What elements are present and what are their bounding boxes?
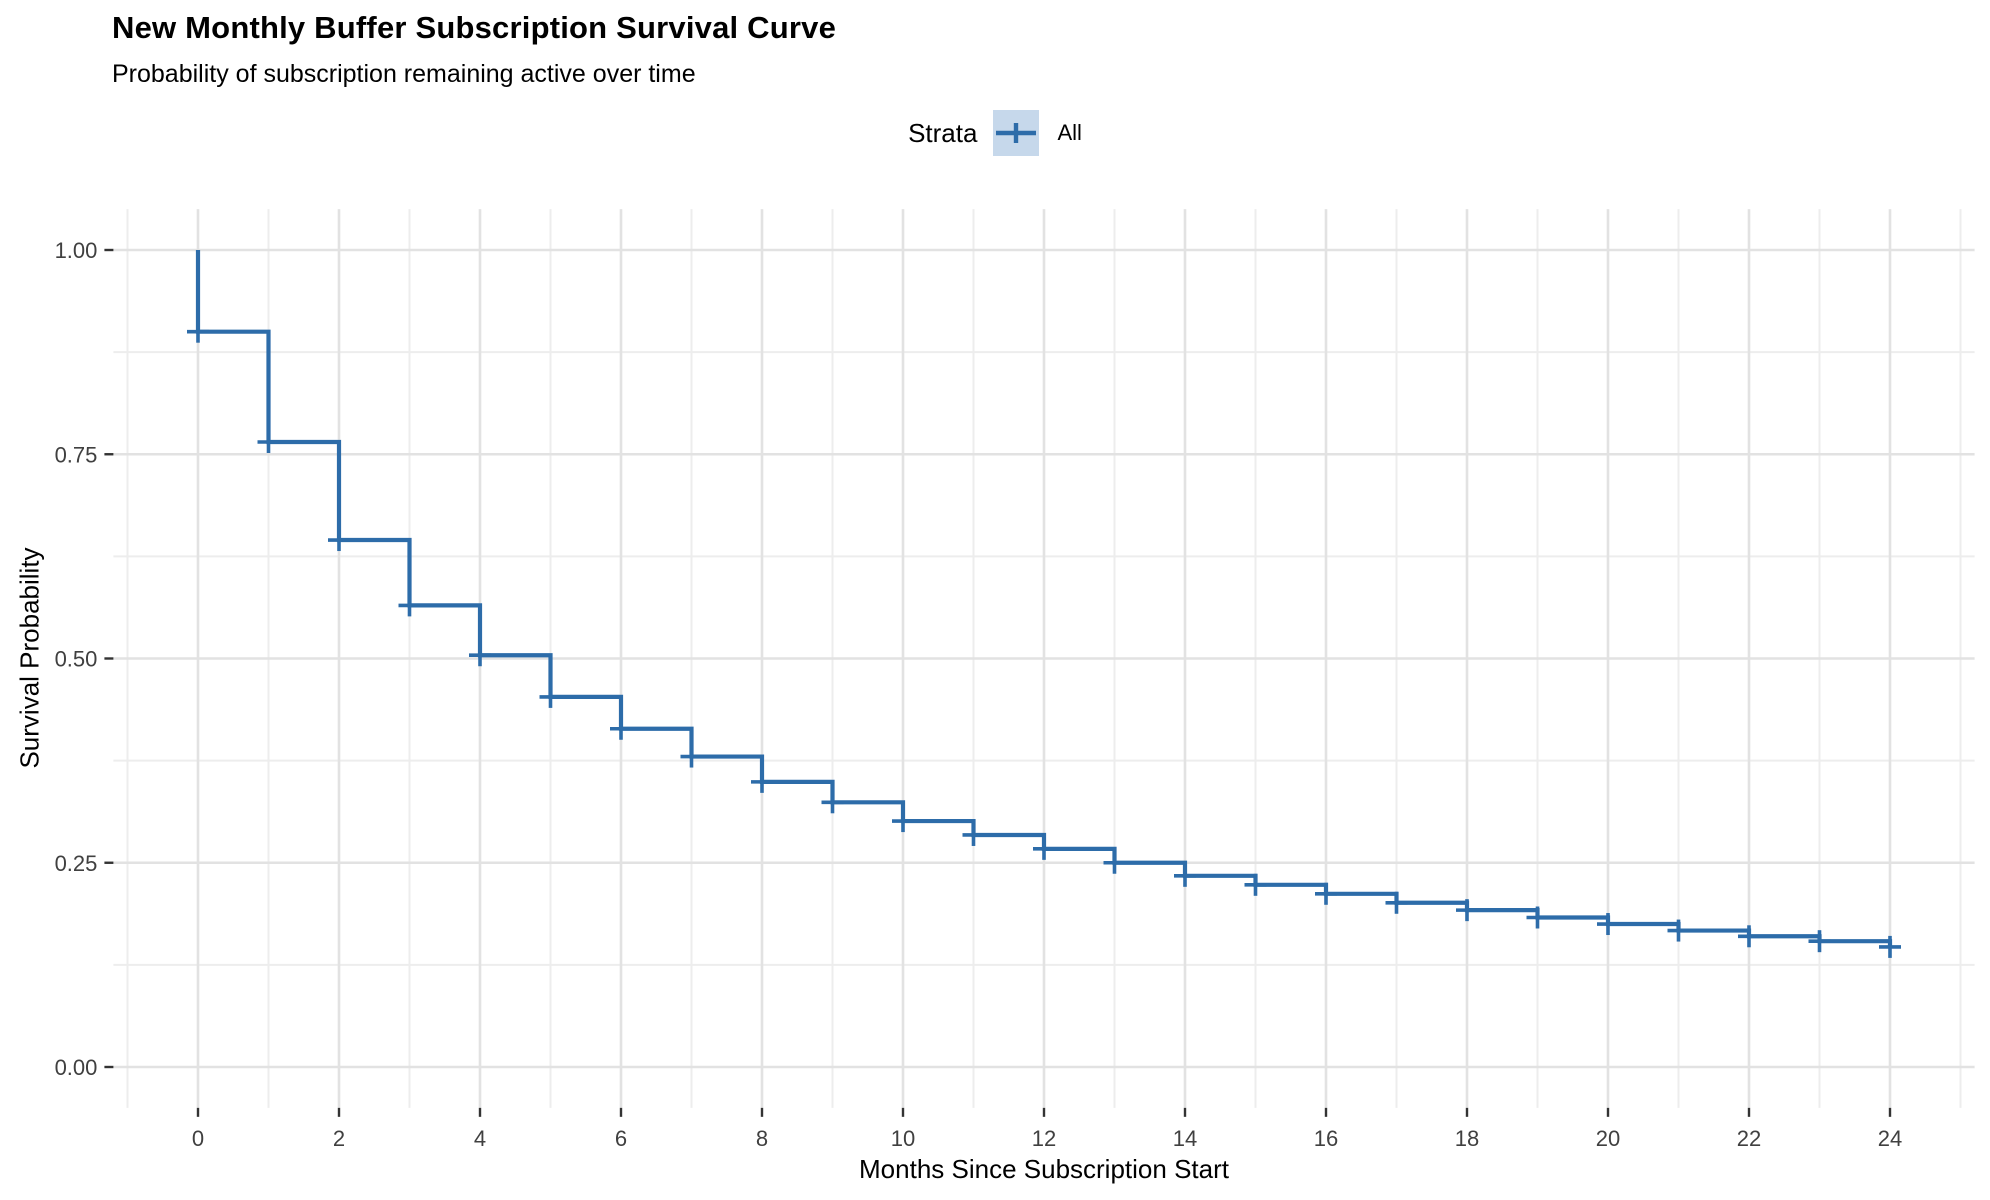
page-title: New Monthly Buffer Subscription Survival… [112, 10, 837, 45]
svg-text:2: 2 [333, 1126, 345, 1151]
legend-title: Strata [908, 117, 978, 148]
svg-text:8: 8 [756, 1126, 768, 1151]
legend: Strata All [0, 108, 1990, 158]
legend-key-censor-plus-icon [993, 110, 1040, 156]
svg-text:0.75: 0.75 [55, 442, 98, 467]
x-axis-title: Months Since Subscription Start [859, 1154, 1229, 1184]
svg-text:22: 22 [1737, 1126, 1761, 1151]
svg-text:18: 18 [1455, 1126, 1479, 1151]
x-tick-labels: 0 2 4 6 8 10 12 14 16 18 20 22 24 [192, 1126, 1902, 1151]
svg-text:24: 24 [1878, 1126, 1902, 1151]
y-axis-title: Survival Probability [14, 547, 45, 769]
svg-text:6: 6 [615, 1126, 627, 1151]
censor-marks [187, 320, 1901, 958]
svg-text:1.00: 1.00 [55, 238, 98, 263]
svg-text:4: 4 [474, 1126, 486, 1151]
y-tick-labels: 0.00 0.25 0.50 0.75 1.00 [55, 238, 98, 1080]
svg-text:0.25: 0.25 [55, 851, 98, 876]
svg-text:10: 10 [891, 1126, 915, 1151]
svg-text:0.00: 0.00 [55, 1055, 98, 1080]
axis-ticks [104, 248, 1892, 1117]
page-subtitle: Probability of subscription remaining ac… [112, 60, 696, 88]
svg-text:0.50: 0.50 [55, 647, 98, 672]
legend-entry-label: All [1057, 120, 1082, 145]
svg-text:0: 0 [192, 1126, 204, 1151]
svg-text:12: 12 [1032, 1126, 1056, 1151]
svg-text:16: 16 [1314, 1126, 1338, 1151]
svg-text:14: 14 [1173, 1126, 1197, 1151]
svg-text:20: 20 [1596, 1126, 1620, 1151]
major-gridlines [113, 209, 1975, 1108]
